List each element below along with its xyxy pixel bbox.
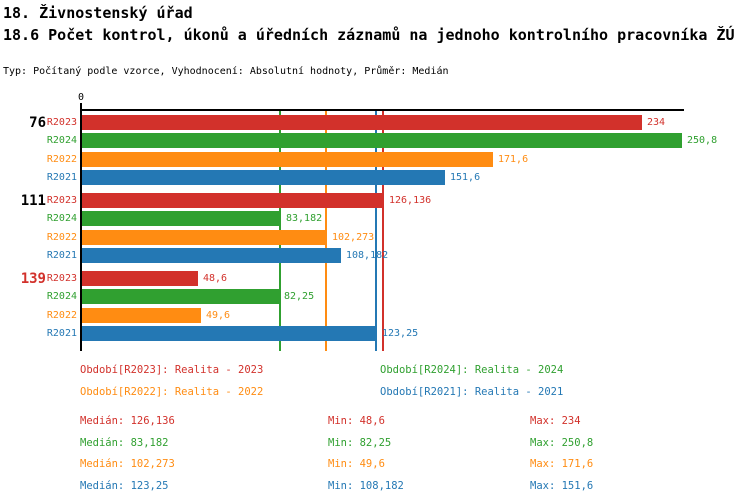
median-line-r2023 <box>382 111 384 351</box>
stat-min-r2021: Min: 108,182 <box>328 480 404 492</box>
bar-r2022 <box>82 230 327 245</box>
stat-median-r2023: Medián: 126,136 <box>80 415 175 427</box>
bar-value-label: 82,25 <box>284 291 315 302</box>
bar-r2022 <box>82 308 201 323</box>
row-label-r2023: R2023 <box>46 195 77 206</box>
bar-value-label: 151,6 <box>450 172 481 183</box>
axis-zero-tick-label: 0 <box>77 92 85 103</box>
bar-r2023 <box>82 193 384 208</box>
row-label-r2024: R2024 <box>46 291 77 302</box>
stat-min-r2022: Min: 49,6 <box>328 458 385 470</box>
bar-r2024 <box>82 289 279 304</box>
axis-y-line <box>80 103 82 351</box>
bar-value-label: 108,182 <box>346 250 389 261</box>
bar-r2024 <box>82 211 281 226</box>
legend-item-r2022: Období[R2022]: Realita - 2022 <box>80 386 264 398</box>
row-label-r2021: R2021 <box>46 250 77 261</box>
bar-value-label: 123,25 <box>382 328 419 339</box>
bar-r2021 <box>82 326 377 341</box>
bar-value-label: 126,136 <box>389 195 432 206</box>
row-label-r2023: R2023 <box>46 273 77 284</box>
page-subtitle: 18.6 Počet kontrol, úkonů a úředních záz… <box>3 26 735 44</box>
bar-value-label: 234 <box>647 117 666 128</box>
bar-r2021 <box>82 170 445 185</box>
bar-value-label: 48,6 <box>203 273 228 284</box>
bar-chart: 0 76 R2023 234 R2024 250,8 R2022 171,6 R2021 151… <box>20 92 718 351</box>
legend-item-r2023: Období[R2023]: Realita - 2023 <box>80 364 264 376</box>
page-title: 18. Živnostenský úřad <box>3 4 193 22</box>
stat-max-r2022: Max: 171,6 <box>530 458 594 470</box>
axis-x-line <box>80 109 684 111</box>
row-label-r2024: R2024 <box>46 213 77 224</box>
stat-median-r2024: Medián: 83,182 <box>80 437 169 449</box>
stat-min-r2024: Min: 82,25 <box>328 437 392 449</box>
stat-max-r2021: Max: 151,6 <box>530 480 594 492</box>
bar-value-label: 102,273 <box>332 232 375 243</box>
stat-max-r2023: Max: 234 <box>530 415 581 427</box>
stat-median-r2022: Medián: 102,273 <box>80 458 175 470</box>
bar-value-label: 49,6 <box>206 310 231 321</box>
bar-r2024 <box>82 133 682 148</box>
row-label-r2022: R2022 <box>46 310 77 321</box>
legend-item-r2024: Období[R2024]: Realita - 2024 <box>380 364 564 376</box>
stat-min-r2023: Min: 48,6 <box>328 415 385 427</box>
bar-r2023 <box>82 271 198 286</box>
row-label-r2024: R2024 <box>46 135 77 146</box>
row-label-r2023: R2023 <box>46 117 77 128</box>
legend-item-r2021: Období[R2021]: Realita - 2021 <box>380 386 564 398</box>
bar-r2023 <box>82 115 642 130</box>
stat-max-r2024: Max: 250,8 <box>530 437 594 449</box>
bar-value-label: 250,8 <box>687 135 718 146</box>
bar-r2022 <box>82 152 493 167</box>
bar-r2021 <box>82 248 341 263</box>
group-label: 76 <box>29 115 46 131</box>
median-line-r2021 <box>375 111 377 351</box>
report-meta-line: Typ: Počítaný podle vzorce, Vyhodnocení:… <box>3 66 449 77</box>
group-label: 111 <box>20 193 46 209</box>
row-label-r2022: R2022 <box>46 232 77 243</box>
row-label-r2021: R2021 <box>46 172 77 183</box>
group-label: 139 <box>20 271 46 287</box>
bar-value-label: 171,6 <box>498 154 529 165</box>
stat-median-r2021: Medián: 123,25 <box>80 480 169 492</box>
row-label-r2022: R2022 <box>46 154 77 165</box>
bar-value-label: 83,182 <box>286 213 323 224</box>
row-label-r2021: R2021 <box>46 328 77 339</box>
